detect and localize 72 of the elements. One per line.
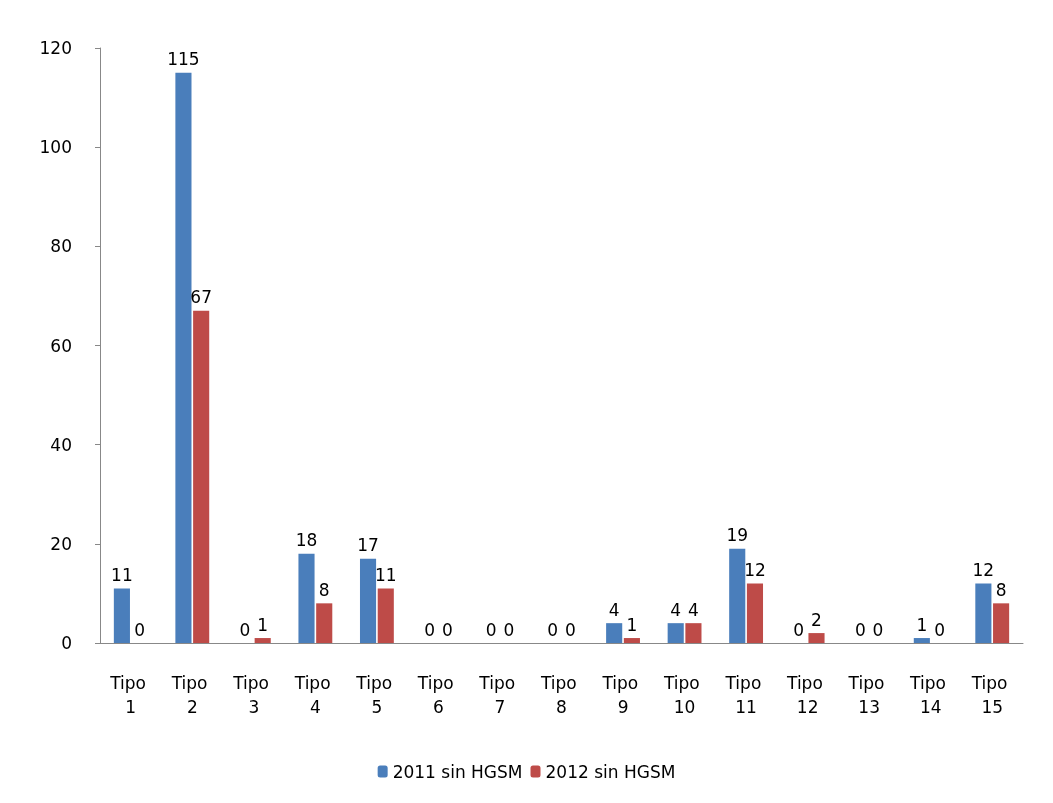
data-label: 0 xyxy=(793,619,805,640)
bar xyxy=(685,623,702,643)
x-tick-label: Tipo 8 xyxy=(539,673,583,717)
bar xyxy=(193,310,210,643)
x-tick-label: Tipo 5 xyxy=(355,673,398,717)
x-tick-label: Tipo 15 xyxy=(970,673,1013,717)
data-label: 4 xyxy=(688,599,699,620)
x-tick-label: Tipo 4 xyxy=(293,673,336,717)
bar xyxy=(316,603,333,643)
bar xyxy=(175,72,192,643)
data-label: 0 xyxy=(872,619,884,640)
bar xyxy=(729,548,746,643)
y-tick-label: 40 xyxy=(50,434,72,455)
data-label: 0 xyxy=(854,619,866,640)
bar xyxy=(746,583,764,643)
data-label: 19 xyxy=(726,525,749,546)
data-label: 12 xyxy=(972,560,995,580)
bar xyxy=(606,623,623,643)
data-label: 8 xyxy=(318,579,330,600)
data-label: 0 xyxy=(424,619,435,640)
x-tick-label: Tipo 14 xyxy=(909,673,952,717)
x-tick-label: Tipo 3 xyxy=(232,673,275,717)
y-tick-label: 100 xyxy=(39,137,72,158)
data-label: 11 xyxy=(374,564,397,585)
x-tick-label: Tipo 11 xyxy=(724,673,767,717)
bar xyxy=(667,623,684,643)
bar xyxy=(254,638,271,643)
data-label: 0 xyxy=(564,619,576,640)
bar xyxy=(113,588,130,643)
y-tick-label: 0 xyxy=(61,633,72,653)
data-label: 0 xyxy=(485,619,497,640)
data-label: 1 xyxy=(626,614,638,635)
data-label: 0 xyxy=(503,619,515,640)
legend-label: 2012 sin HGSM xyxy=(545,761,676,782)
data-label: 0 xyxy=(441,619,453,640)
data-label: 11 xyxy=(111,564,133,585)
y-tick-label: 60 xyxy=(50,335,72,356)
data-label: 8 xyxy=(995,579,1007,600)
bar xyxy=(975,583,992,643)
bar xyxy=(359,558,377,643)
bar xyxy=(298,553,315,643)
x-tick-label: Tipo 6 xyxy=(416,673,460,717)
data-label: 0 xyxy=(134,619,146,640)
bar xyxy=(808,633,825,643)
data-label: 1 xyxy=(916,614,928,635)
y-tick-label: 120 xyxy=(39,38,72,58)
data-label: 2 xyxy=(811,609,822,630)
x-tick-label: Tipo 7 xyxy=(478,673,521,717)
data-label: 0 xyxy=(239,619,251,640)
x-tick-label: Tipo 13 xyxy=(847,673,890,717)
bar xyxy=(377,588,394,643)
data-label: 67 xyxy=(190,287,212,308)
legend-label: 2011 sin HGSM xyxy=(392,761,523,782)
y-tick-label: 80 xyxy=(50,236,72,257)
y-tick-label: 20 xyxy=(50,533,72,554)
x-tick-label: Tipo 1 xyxy=(109,673,152,717)
data-label: 17 xyxy=(357,535,379,556)
data-label: 0 xyxy=(934,619,945,640)
x-tick-label: Tipo 2 xyxy=(170,673,213,717)
data-label: 4 xyxy=(670,599,682,620)
data-label: 1 xyxy=(257,614,269,635)
bar xyxy=(993,603,1010,643)
data-label: 115 xyxy=(167,49,200,70)
x-tick-label: Tipo 9 xyxy=(601,673,644,717)
x-tick-label: Tipo 12 xyxy=(786,673,829,717)
data-label: 12 xyxy=(744,560,766,580)
data-label: 4 xyxy=(608,599,620,620)
data-label: 0 xyxy=(547,619,559,640)
bar xyxy=(913,638,930,643)
x-tick-label: Tipo 10 xyxy=(662,673,706,717)
bar xyxy=(623,638,640,643)
data-label: 18 xyxy=(295,530,318,551)
